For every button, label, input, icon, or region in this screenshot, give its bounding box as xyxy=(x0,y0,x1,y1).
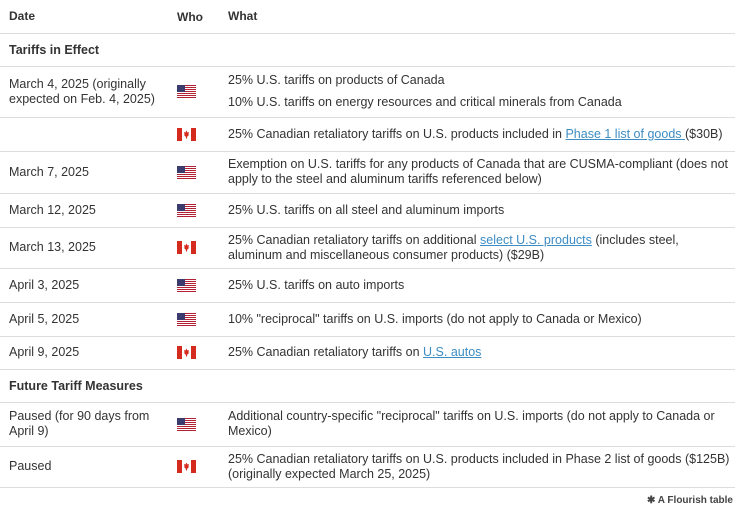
date-cell: March 12, 2025 xyxy=(9,202,96,217)
footer-text: A Flourish table xyxy=(657,495,733,506)
what-paragraph: 10% "reciprocal" tariffs on U.S. imports… xyxy=(228,312,733,327)
who-cell xyxy=(177,460,196,473)
header-row: Date Who What xyxy=(0,0,735,34)
flag xyxy=(177,418,196,431)
what-cell: 25% Canadian retaliatory tariffs on U.S.… xyxy=(228,127,733,142)
text: 25% U.S. tariffs on products of Canada xyxy=(228,73,445,87)
text: Exemption on U.S. tariffs for any produc… xyxy=(228,157,729,186)
flag xyxy=(177,85,196,98)
what-cell: 25% Canadian retaliatory tariffs on addi… xyxy=(228,233,733,263)
flag xyxy=(177,313,196,326)
what-cell: 10% "reciprocal" tariffs on U.S. imports… xyxy=(228,312,733,327)
what-paragraph: 25% Canadian retaliatory tariffs on U.S.… xyxy=(228,127,733,142)
flag xyxy=(177,241,196,254)
table-row: March 13, 2025 25% Canadian retaliatory t… xyxy=(0,227,735,269)
table-row: Paused 25% Canadian retaliatory tariffs o… xyxy=(0,446,735,488)
text: 25% Canadian retaliatory tariffs on addi… xyxy=(228,232,481,247)
what-paragraph: 10% U.S. tariffs on energy resources and… xyxy=(228,95,733,110)
text: Additional country-specific "reciprocal"… xyxy=(228,409,715,438)
section-title: Future Tariff Measures xyxy=(9,378,143,393)
table-row: April 5, 2025 10% "reciprocal" tariffs on… xyxy=(0,302,735,337)
what-paragraph: 25% Canadian retaliatory tariffs on U.S.… xyxy=(228,452,733,482)
date-cell: April 9, 2025 xyxy=(9,345,80,359)
text: 25% Canadian retaliatory tariffs on U.S.… xyxy=(228,451,730,481)
date-cell: Paused xyxy=(9,459,52,473)
text: 25% U.S. tariffs on all steel and alumin… xyxy=(228,202,505,217)
who-cell xyxy=(177,241,196,254)
table-row: March 4, 2025 (originally expected on Fe… xyxy=(0,66,735,118)
text: 25% Canadian retaliatory tariffs on U.S.… xyxy=(228,126,566,141)
who-cell xyxy=(177,279,196,292)
what-paragraph: 25% U.S. tariffs on auto imports xyxy=(228,278,733,293)
what-cell: 25% U.S. tariffs on all steel and alumin… xyxy=(228,203,733,218)
section-title: Tariffs in Effect xyxy=(9,42,100,57)
date-cell: March 13, 2025 xyxy=(9,240,96,254)
section-row: Future Tariff Measures xyxy=(0,369,735,403)
flag xyxy=(177,460,196,473)
link[interactable]: select U.S. products xyxy=(480,232,592,247)
date-cell: April 3, 2025 xyxy=(9,277,80,292)
header-what: What xyxy=(228,9,258,23)
flag xyxy=(177,204,196,217)
who-cell xyxy=(177,204,196,217)
text: 25% Canadian retaliatory tariffs on xyxy=(228,345,424,359)
what-paragraph: Additional country-specific "reciprocal"… xyxy=(228,409,733,439)
date-cell: March 7, 2025 xyxy=(9,164,89,179)
table-row: April 9, 2025 25% Canadian retaliatory ta… xyxy=(0,336,735,370)
what-cell: Additional country-specific "reciprocal"… xyxy=(228,409,733,439)
who-cell xyxy=(177,128,196,141)
flag xyxy=(177,346,196,359)
table-row: Paused (for 90 days from April 9) Additio… xyxy=(0,402,735,447)
what-cell: Exemption on U.S. tariffs for any produc… xyxy=(228,157,733,187)
table-row: 25% Canadian retaliatory tariffs on U.S.… xyxy=(0,117,735,152)
table-row: March 12, 2025 25% U.S. tariffs on all st… xyxy=(0,193,735,228)
who-cell xyxy=(177,418,196,431)
date-cell: March 4, 2025 (originally expected on Fe… xyxy=(9,76,155,106)
flag xyxy=(177,279,196,292)
who-cell xyxy=(177,313,196,326)
section-row: Tariffs in Effect xyxy=(0,33,735,67)
what-paragraph: 25% Canadian retaliatory tariffs on addi… xyxy=(228,233,733,263)
date-cell: Paused (for 90 days from April 9) xyxy=(9,409,150,438)
what-paragraph: 25% Canadian retaliatory tariffs on U.S.… xyxy=(228,345,733,360)
table-row: March 7, 2025 Exemption on U.S. tariffs f… xyxy=(0,151,735,194)
text: 10% U.S. tariffs on energy resources and… xyxy=(228,95,622,109)
table-row: April 3, 2025 25% U.S. tariffs on auto im… xyxy=(0,268,735,303)
what-cell: 25% Canadian retaliatory tariffs on U.S.… xyxy=(228,345,733,360)
what-cell: 25% Canadian retaliatory tariffs on U.S.… xyxy=(228,452,733,482)
header-date: Date xyxy=(9,9,36,23)
who-cell xyxy=(177,166,196,179)
link[interactable]: Phase 1 list of goods xyxy=(565,126,685,141)
what-paragraph: 25% U.S. tariffs on products of Canada xyxy=(228,73,733,88)
link[interactable]: U.S. autos xyxy=(423,345,482,359)
who-cell xyxy=(177,85,196,98)
footer: ✱ A Flourish table xyxy=(647,495,733,506)
what-paragraph: Exemption on U.S. tariffs for any produc… xyxy=(228,157,733,187)
what-cell: 25% U.S. tariffs on products of Canada 10… xyxy=(228,73,733,110)
text: ($30B) xyxy=(685,126,723,141)
text: 25% U.S. tariffs on auto imports xyxy=(228,277,405,292)
date-cell: April 5, 2025 xyxy=(9,311,80,326)
what-cell: 25% U.S. tariffs on auto imports xyxy=(228,278,733,293)
what-paragraph: 25% U.S. tariffs on all steel and alumin… xyxy=(228,203,733,218)
flag xyxy=(177,128,196,141)
text: (includes steel, aluminum and miscellane… xyxy=(228,232,679,262)
header-who: Who xyxy=(177,9,203,24)
who-cell xyxy=(177,346,196,359)
flag xyxy=(177,166,196,179)
text: 10% "reciprocal" tariffs on U.S. imports… xyxy=(228,311,642,326)
